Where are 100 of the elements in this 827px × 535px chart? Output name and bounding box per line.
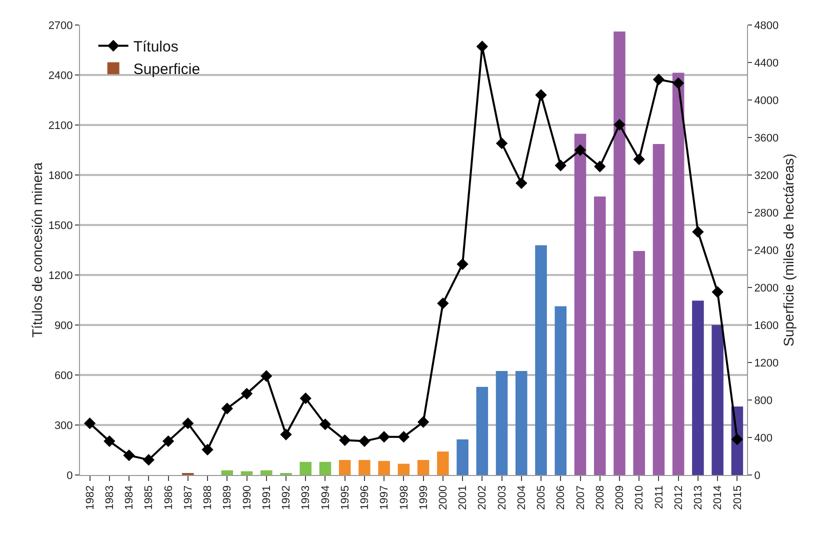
point — [554, 160, 566, 172]
bar — [574, 134, 586, 475]
point — [574, 144, 586, 156]
point — [633, 153, 645, 166]
x-tick-label: 1989 — [222, 485, 234, 510]
point — [712, 286, 724, 298]
x-tick-label: 2001 — [457, 485, 470, 510]
x-tick-label: 2000 — [438, 485, 450, 510]
x-tick-label: 2005 — [536, 485, 548, 510]
y-tick-label: 900 — [54, 320, 73, 332]
bar — [516, 370, 528, 475]
x-tick-label: 2013 — [692, 485, 705, 510]
point — [358, 435, 370, 448]
x-tick-label: 1995 — [339, 485, 352, 510]
y2-tick-label: 1200 — [754, 357, 779, 370]
point — [240, 388, 253, 400]
y2-tick-label: 2000 — [754, 282, 779, 294]
point — [378, 430, 390, 443]
y-tick-label: 1500 — [48, 220, 73, 232]
y-tick-label: 600 — [54, 370, 73, 382]
bar — [221, 470, 234, 475]
x-tick-label: 1988 — [202, 485, 214, 510]
bar — [456, 439, 468, 475]
y-tick-label: 300 — [54, 420, 73, 432]
bar — [692, 300, 704, 475]
bar — [240, 471, 253, 475]
y-tick-label: 0 — [66, 470, 73, 482]
x-tick-label: 2003 — [496, 485, 508, 510]
bar — [535, 245, 547, 475]
bar — [672, 72, 684, 475]
x-tick-label: 2006 — [555, 485, 568, 510]
point — [280, 428, 292, 440]
point — [731, 433, 744, 446]
x-tick-label: 1999 — [418, 485, 430, 510]
point — [594, 160, 606, 172]
bar — [319, 462, 332, 475]
x-tick-label: 2015 — [732, 485, 744, 510]
y-tick-label: 1200 — [48, 270, 73, 282]
x-tick-label: 1993 — [300, 485, 312, 510]
x-tick-label: 1994 — [320, 485, 332, 510]
x-tick-label: 1998 — [398, 485, 410, 510]
point — [516, 177, 528, 190]
bar — [554, 306, 567, 475]
point — [162, 435, 174, 448]
legend-label: Superficie — [133, 61, 200, 78]
point — [142, 454, 155, 466]
point — [614, 118, 626, 131]
point — [104, 435, 116, 448]
bar — [594, 196, 606, 475]
x-tick-label: 1996 — [359, 485, 372, 510]
y2-axis-title: Superficie (miles de hectáreas) — [780, 154, 797, 346]
x-tick-label: 2007 — [574, 485, 587, 510]
point — [417, 416, 430, 428]
x-tick-label: 2009 — [614, 485, 626, 510]
point — [456, 258, 468, 270]
point — [123, 449, 135, 462]
x-tick-label: 2004 — [516, 485, 528, 510]
y2-tick-label: 4000 — [754, 94, 779, 107]
x-tick-label: 2011 — [653, 485, 666, 510]
point — [221, 402, 233, 414]
y2-tick-label: 4400 — [754, 57, 779, 70]
x-tick-label: 1986 — [162, 485, 175, 510]
x-tick-label: 1990 — [241, 485, 254, 510]
point — [437, 297, 449, 310]
bar — [398, 464, 410, 475]
x-tick-label: 2012 — [672, 485, 685, 510]
y2-tick-label: 2800 — [754, 207, 779, 220]
x-tick-label: 1985 — [143, 485, 156, 510]
y2-tick-label: 400 — [754, 432, 773, 444]
y-tick-label: 2400 — [48, 70, 73, 82]
bar — [437, 452, 449, 475]
bar — [417, 460, 430, 475]
x-tick-label: 1984 — [124, 485, 136, 510]
point — [84, 417, 96, 430]
bar — [358, 460, 370, 475]
point — [260, 370, 272, 382]
bar — [338, 460, 351, 475]
bar — [378, 460, 390, 475]
x-tick-label: 2008 — [594, 485, 606, 510]
point — [182, 417, 194, 430]
point — [652, 74, 665, 86]
y2-tick-label: 3200 — [754, 170, 779, 182]
legend-label: Títulos — [133, 38, 178, 56]
y-tick-label: 1800 — [48, 170, 73, 182]
x-tick-label: 1991 — [260, 485, 273, 510]
point — [692, 226, 704, 238]
bar — [614, 32, 626, 475]
x-tick-label: 1987 — [182, 485, 194, 510]
y2-tick-label: 2400 — [754, 244, 779, 257]
bar — [633, 250, 645, 475]
y-axis-title: Títulos de concesión minera — [29, 162, 45, 338]
x-tick-label: 2010 — [634, 485, 646, 510]
y2-tick-label: 4800 — [754, 20, 779, 32]
x-tick-label: 2014 — [712, 485, 724, 510]
bar — [652, 144, 665, 475]
point — [398, 430, 410, 443]
y-tick-label: 2700 — [48, 20, 73, 32]
y-tick-label: 2100 — [48, 120, 73, 132]
y2-tick-label: 800 — [754, 394, 773, 407]
bar — [300, 462, 312, 475]
